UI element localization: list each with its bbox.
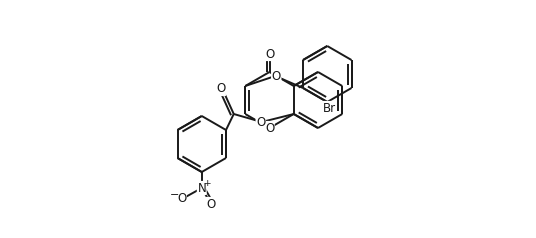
Text: Br: Br bbox=[323, 101, 336, 114]
Text: N: N bbox=[197, 182, 206, 194]
Text: +: + bbox=[203, 179, 211, 188]
Text: O: O bbox=[177, 192, 187, 204]
Text: O: O bbox=[272, 69, 281, 83]
Text: O: O bbox=[216, 83, 225, 95]
Text: O: O bbox=[256, 115, 265, 129]
Text: O: O bbox=[206, 198, 215, 210]
Text: O: O bbox=[265, 122, 274, 134]
Text: O: O bbox=[265, 48, 274, 60]
Text: −: − bbox=[170, 190, 180, 200]
